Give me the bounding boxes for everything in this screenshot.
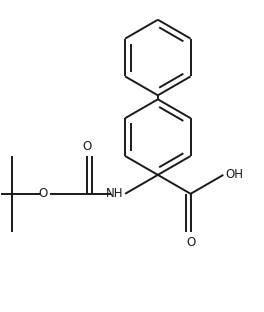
Text: O: O <box>38 187 48 200</box>
Text: OH: OH <box>225 168 243 181</box>
Text: NH: NH <box>106 187 123 200</box>
Text: O: O <box>83 140 92 153</box>
Text: O: O <box>186 236 195 249</box>
